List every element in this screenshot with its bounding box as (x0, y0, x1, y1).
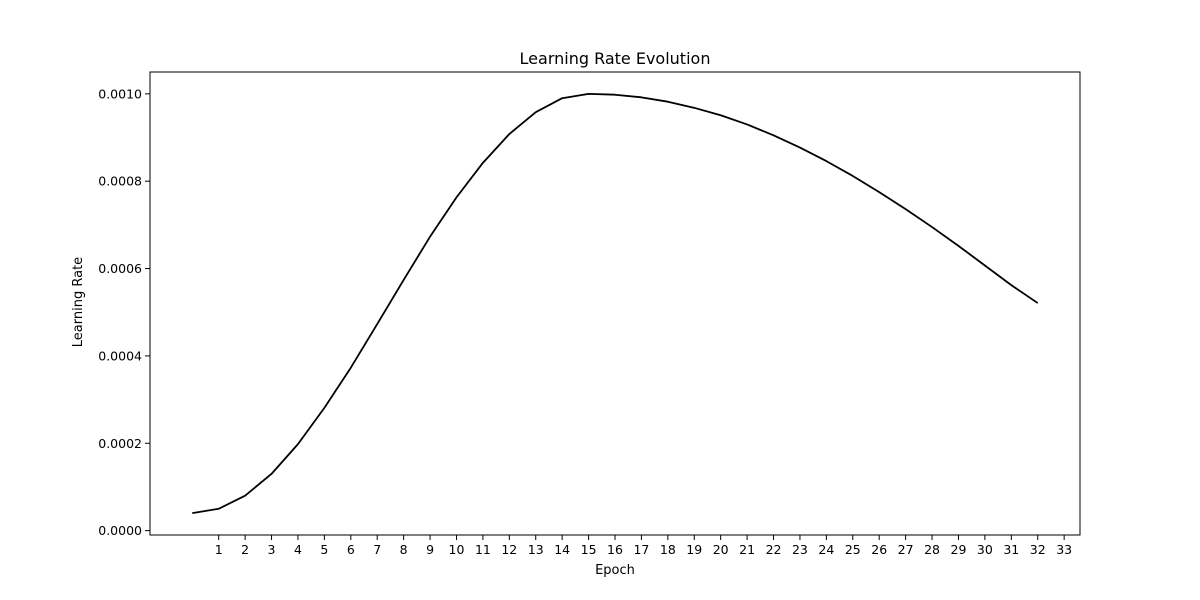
y-axis-label: Learning Rate (71, 257, 86, 347)
x-tick-label: 26 (871, 542, 887, 557)
x-tick-label: 6 (347, 542, 355, 557)
x-tick-label: 5 (320, 542, 328, 557)
x-tick-label: 19 (686, 542, 702, 557)
x-tick-label: 33 (1056, 542, 1072, 557)
x-tick-label: 29 (951, 542, 967, 557)
chart-title: Learning Rate Evolution (520, 49, 711, 68)
plot-area: 1 2 3 4 5 6 7 8 9 10 11 12 13 14 15 16 17 18 19 20 21 22 23 24 2… (98, 71, 1081, 557)
x-tick-label: 17 (633, 542, 649, 557)
y-tick-label: 0.0000 (98, 523, 142, 538)
x-tick-label: 23 (792, 542, 808, 557)
x-tick-label: 12 (501, 542, 517, 557)
learning-rate-line (192, 92, 1039, 515)
x-tick-label: 2 (241, 542, 249, 557)
plot-frame (149, 71, 1081, 536)
x-tick-label: 1 (215, 542, 223, 557)
x-tick-label: 18 (660, 542, 676, 557)
x-tick-label: 21 (739, 542, 755, 557)
x-tick-label: 9 (426, 542, 434, 557)
y-tick-label: 0.0004 (98, 348, 142, 363)
x-tick-label: 3 (268, 542, 276, 557)
x-tick-label: 11 (475, 542, 491, 557)
x-tick-label: 32 (1030, 542, 1046, 557)
x-tick-label: 31 (1003, 542, 1019, 557)
x-tick-label: 20 (713, 542, 729, 557)
x-axis-label: Epoch (595, 563, 635, 578)
x-tick-label: 30 (977, 542, 993, 557)
x-tick-label: 27 (898, 542, 914, 557)
x-tick-label: 25 (845, 542, 861, 557)
x-tick-label: 10 (449, 542, 465, 557)
x-tick-label: 4 (294, 542, 302, 557)
x-tick-label: 8 (400, 542, 408, 557)
y-tick-label: 0.0006 (98, 261, 142, 276)
x-tick-label: 14 (554, 542, 570, 557)
x-tick-label: 28 (924, 542, 940, 557)
x-tick-label: 22 (766, 542, 782, 557)
y-tick-label: 0.0010 (98, 86, 142, 101)
x-tick-label: 24 (818, 542, 834, 557)
x-tick-label: 13 (528, 542, 544, 557)
x-tick-label: 15 (581, 542, 597, 557)
x-tick-label: 7 (373, 542, 381, 557)
y-tick-label: 0.0002 (98, 436, 142, 451)
y-tick-label: 0.0008 (98, 174, 142, 189)
x-tick-label: 16 (607, 542, 623, 557)
